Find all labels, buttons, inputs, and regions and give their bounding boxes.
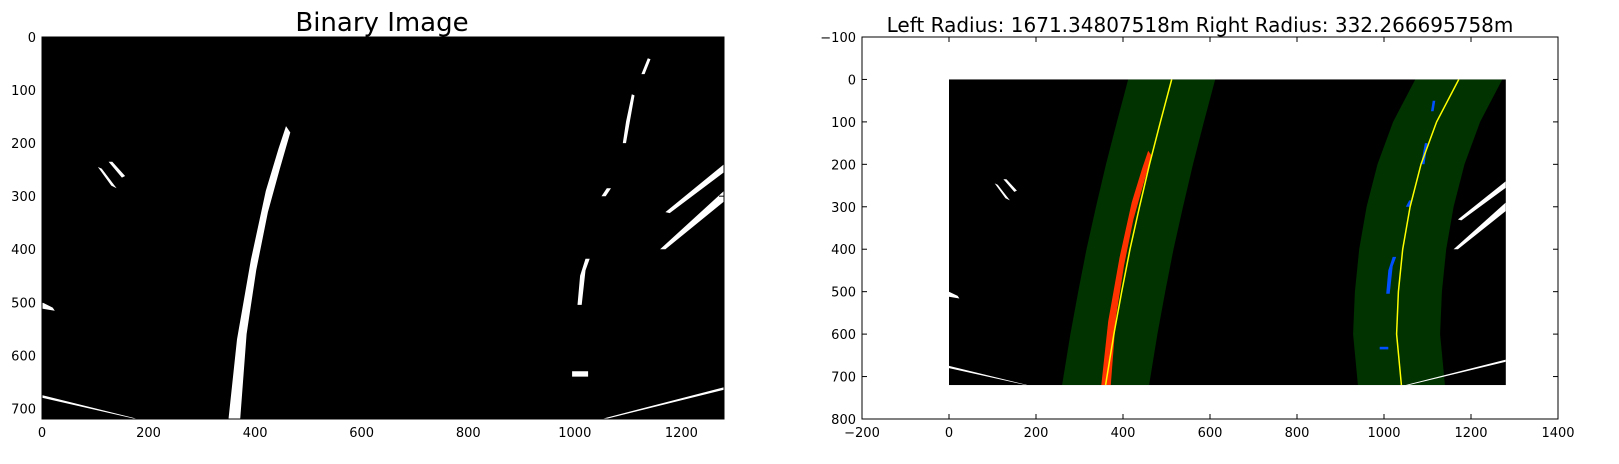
lane-fit-y-ticks: −100 0 100 200 300 400 500 600 700 800 xyxy=(820,31,1558,428)
right-lane-segment-2 xyxy=(622,94,635,144)
right-lane-segment-1 xyxy=(577,258,590,305)
binary-image-x-ticks: 0 200 400 600 800 1000 1200 xyxy=(38,37,698,441)
right-lane-segment-3 xyxy=(641,58,651,75)
y-tick-label: 100 xyxy=(11,84,36,99)
lane-fit-plot xyxy=(861,36,1559,420)
bottom-right-hood xyxy=(601,387,724,419)
y-tick-label: 600 xyxy=(831,328,856,343)
left-lane-pixels xyxy=(228,126,291,419)
right-fit-line xyxy=(1395,79,1460,386)
x-tick-label: 400 xyxy=(243,426,268,441)
x-tick-label: 1000 xyxy=(1367,426,1400,441)
right-search-window xyxy=(1353,79,1503,385)
y-tick-label: 400 xyxy=(831,243,856,258)
edge-streak-1 xyxy=(665,164,724,214)
y-tick-label: 400 xyxy=(11,243,36,258)
bottom-left-hood xyxy=(42,395,138,419)
other-pixels xyxy=(1453,202,1506,250)
y-tick-label: 200 xyxy=(831,158,856,173)
x-tick-label: 1400 xyxy=(1541,426,1574,441)
x-tick-label: 800 xyxy=(456,426,481,441)
x-tick-label: 1200 xyxy=(665,426,698,441)
other-pixels xyxy=(949,365,1028,385)
right-lane-pixels xyxy=(1379,346,1389,350)
y-tick-label: 800 xyxy=(831,413,856,428)
y-tick-label: 0 xyxy=(848,73,856,88)
x-tick-label: 1200 xyxy=(1454,426,1487,441)
y-tick-label: 600 xyxy=(11,349,36,364)
left-lane-pixels xyxy=(1101,150,1152,385)
y-tick-label: 700 xyxy=(11,402,36,417)
x-tick-label: 0 xyxy=(38,426,46,441)
binary-image-plot xyxy=(41,36,725,420)
binary-image-title: Binary Image xyxy=(295,8,468,38)
right-lane-segment-4 xyxy=(601,188,611,197)
binary-image-frame xyxy=(41,36,725,420)
y-tick-label: 100 xyxy=(831,116,856,131)
left-edge-blob-2 xyxy=(108,161,126,178)
lane-fit-x-ticks: −200 0 200 400 600 800 1000 1200 1400 xyxy=(844,37,1575,441)
left-edge-blob-1 xyxy=(97,167,117,189)
x-tick-label: 0 xyxy=(945,426,953,441)
binary-image-y-ticks: 0 100 200 300 400 500 600 700 xyxy=(11,31,724,417)
image-content xyxy=(949,79,1506,386)
right-lane-pixels xyxy=(1386,256,1397,294)
other-pixels xyxy=(1405,359,1506,385)
left-fit-line xyxy=(1104,79,1173,386)
x-tick-label: 1000 xyxy=(558,426,591,441)
right-lane-pixels xyxy=(1431,100,1436,112)
y-tick-label: 300 xyxy=(11,190,36,205)
edge-streak-2 xyxy=(660,190,724,250)
y-tick-label: 300 xyxy=(831,201,856,216)
y-tick-label: 500 xyxy=(831,286,856,301)
x-tick-label: 600 xyxy=(1198,426,1223,441)
other-pixels xyxy=(1003,179,1017,192)
binary-image-subplot: Binary Image 0 200 400 600 800 1000 1200 0 100 2… xyxy=(11,8,725,441)
other-pixels xyxy=(994,183,1010,201)
x-tick-label: −200 xyxy=(844,426,880,441)
left-edge-blob-3 xyxy=(42,302,55,311)
other-pixels xyxy=(1457,181,1506,221)
other-pixels xyxy=(949,291,960,299)
y-tick-label: −100 xyxy=(820,31,856,46)
x-tick-label: 200 xyxy=(136,426,161,441)
y-tick-label: 0 xyxy=(28,31,36,46)
y-tick-label: 500 xyxy=(11,296,36,311)
x-tick-label: 400 xyxy=(1111,426,1136,441)
small-blob xyxy=(572,371,589,377)
binary-image-background xyxy=(42,37,724,419)
radius-title: Left Radius: 1671.34807518m Right Radius… xyxy=(887,13,1514,37)
x-tick-label: 800 xyxy=(1285,426,1310,441)
lane-fit-subplot: Left Radius: 1671.34807518m Right Radius… xyxy=(820,13,1574,441)
y-tick-label: 200 xyxy=(11,137,36,152)
x-tick-label: 200 xyxy=(1024,426,1049,441)
y-tick-label: 700 xyxy=(831,371,856,386)
left-search-window xyxy=(1062,79,1216,385)
x-tick-label: 600 xyxy=(349,426,374,441)
